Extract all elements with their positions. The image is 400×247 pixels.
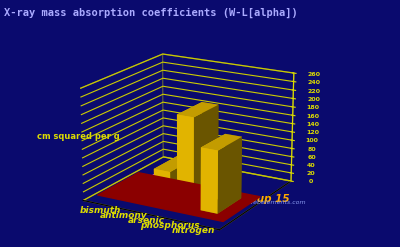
Text: X-ray mass absorption coefficients (W-L[alpha]): X-ray mass absorption coefficients (W-L[… (4, 7, 298, 18)
